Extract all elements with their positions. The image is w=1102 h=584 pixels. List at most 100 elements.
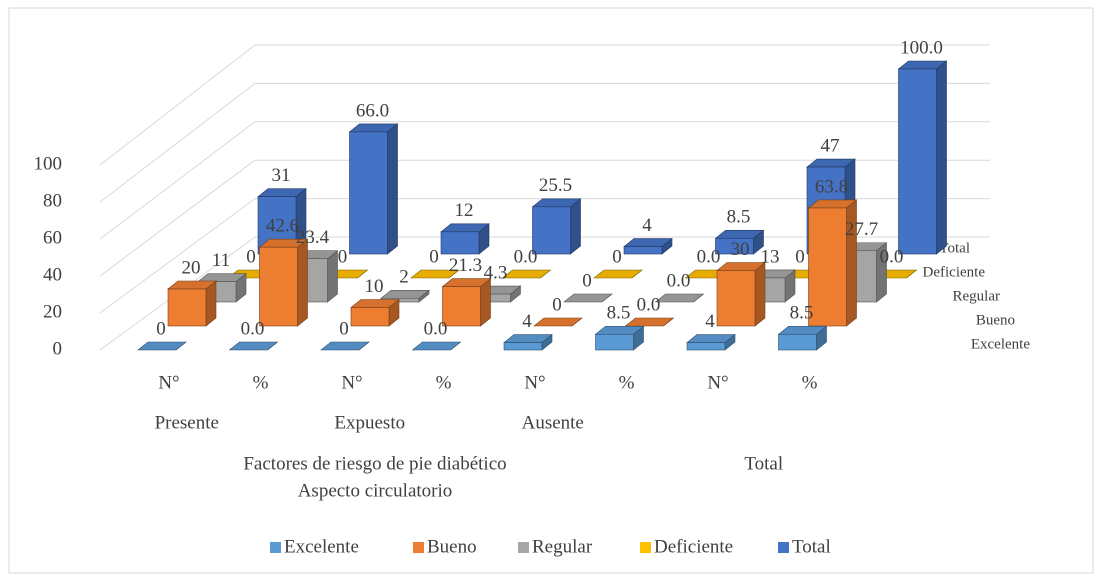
bar [624,317,675,327]
bar-front [532,206,571,255]
data-label: 0 [338,246,348,267]
bar-front [715,237,754,255]
bar-front [167,288,207,327]
bar [531,198,582,255]
data-label: 4 [705,311,715,332]
data-label: 21.3 [449,255,482,276]
data-label: 4 [522,311,532,332]
y-tick-label: 60 [43,227,62,248]
x-tick-label: N° [158,372,179,393]
bar-front [442,286,481,327]
bar [594,325,645,351]
bar [228,341,279,351]
bar-front [898,68,937,255]
data-label: 25.5 [539,175,572,196]
bar [137,341,187,351]
data-label: 11 [212,250,230,271]
bar-side [387,123,398,255]
data-label: 0.0 [637,294,661,315]
bar [897,60,948,255]
bar [593,269,643,279]
grid-line [99,121,256,240]
bar-top [501,269,552,279]
data-label: 8.5 [790,303,814,324]
data-label: 63.8 [815,176,848,197]
data-label: 8.5 [727,207,751,228]
bar [654,293,705,303]
bar-front [716,270,756,327]
data-label: 0 [612,246,622,267]
bar-side [936,60,947,255]
group-label: Presente [155,412,219,433]
data-label: 47 [821,135,840,156]
legend-label: Deficiente [654,536,733,557]
data-label: 13 [761,246,780,267]
depth-label: Regular [953,288,1000,304]
legend-swatch [518,542,529,553]
data-label: 0.0 [880,246,904,267]
grid-line [99,159,256,277]
data-label: 0 [246,246,256,267]
bar [441,277,492,327]
legend-swatch [778,542,789,553]
depth-label: Bueno [976,312,1015,328]
bar [716,261,766,327]
y-tick-label: 100 [34,153,63,174]
data-label: 0.0 [424,318,448,339]
y-tick-label: 0 [53,338,63,359]
bar [503,333,553,351]
data-label: 20 [182,257,201,278]
legend-label: Excelente [284,536,359,557]
data-label: 0 [582,270,592,291]
legend-label: Regular [532,536,593,557]
bar-front [350,307,390,327]
data-label: 0 [552,294,562,315]
x-tick-label: % [253,372,269,393]
group-title: Factores de riesgo de pie diabético [243,453,506,474]
data-label: 23.4 [296,227,330,248]
data-label: 0.0 [667,270,691,291]
bar-top [137,341,187,351]
legend-swatch [413,542,424,553]
y-tick-label: 80 [43,190,62,211]
bar [380,289,430,303]
bar [623,237,673,255]
grid-line [99,198,256,314]
bar-top [533,317,583,327]
group-label: Expuesto [334,412,405,433]
data-label: 4.3 [484,262,508,283]
data-label: 12 [455,200,474,221]
data-label: 0.0 [241,318,265,339]
data-label: 27.7 [845,219,878,240]
bar [320,341,370,351]
bar-top [411,341,462,351]
bar-top [563,293,613,303]
bar-front [440,231,480,255]
data-label: 66.0 [356,100,389,121]
bar [440,223,490,255]
data-label: 42.6 [266,216,299,237]
grid-line [99,83,256,203]
legend-swatch [640,542,651,553]
data-label: 0.0 [514,246,538,267]
bar-side [297,238,308,327]
bar-front [778,333,817,351]
x-tick-label: % [802,372,818,393]
data-label: 30 [731,239,750,260]
bar [411,341,462,351]
data-label: 2 [399,267,409,288]
bar [348,123,399,255]
bar [563,293,613,303]
bar-front [686,342,726,351]
x-tick-label: N° [707,372,728,393]
bar [746,269,796,303]
bar-front [503,342,543,351]
bar [714,229,765,255]
bar [350,298,400,327]
legend-label: Total [792,536,831,557]
bar-front [595,333,634,351]
data-label: 0 [156,318,166,339]
group-label: Ausente [522,412,584,433]
data-label: 0.0 [697,246,721,267]
